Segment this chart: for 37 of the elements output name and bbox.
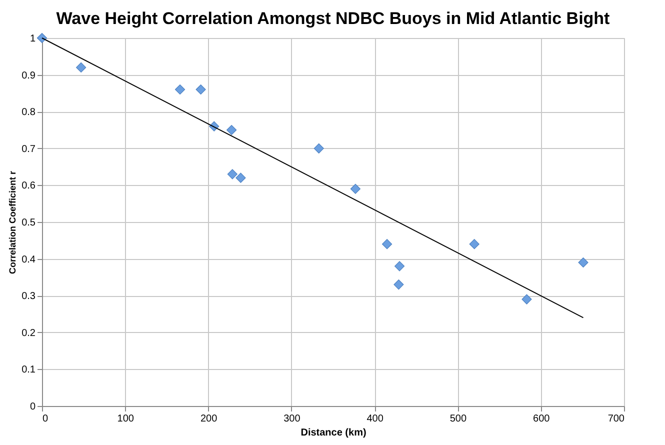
x-tick-label: 200 — [200, 414, 218, 424]
y-tick-label: 0.5 — [22, 218, 36, 228]
y-tick-label: 0.7 — [22, 144, 36, 155]
point — [227, 169, 238, 180]
point — [394, 280, 404, 290]
point — [236, 172, 246, 183]
point — [394, 261, 405, 272]
y-tick-label: 0.6 — [22, 180, 36, 192]
x-tick-label: 400 — [366, 414, 384, 424]
point — [469, 239, 480, 250]
y-tick-label: 1 — [30, 34, 36, 44]
x-tick-label: 300 — [284, 414, 301, 424]
x-tick-label: 100 — [117, 414, 134, 424]
y-tick-label: 0.4 — [22, 254, 36, 266]
point — [314, 143, 324, 154]
point — [522, 294, 532, 304]
x-tick-label: 700 — [608, 414, 625, 424]
point — [382, 239, 392, 250]
point — [196, 84, 206, 95]
x-tick-label: 500 — [450, 414, 467, 424]
y-axis-title: Correlation Coefficient r — [8, 170, 18, 274]
y-tick-label: 0.9 — [22, 70, 36, 82]
y-tick-label: 0.8 — [22, 107, 36, 118]
chart-title: Wave Height Correlation Amongst NDBC Buoys in Mid Atlantic Bight — [56, 9, 610, 28]
point — [174, 84, 186, 95]
point — [578, 257, 588, 268]
point — [350, 184, 360, 194]
x-tick-label: 600 — [533, 414, 550, 424]
x-tick-label: 0 — [42, 414, 48, 424]
y-tick-label: 0 — [30, 402, 36, 412]
y-tick-label: 0.3 — [22, 291, 36, 302]
x-axis-title: Distance (km) — [300, 428, 366, 438]
point — [226, 124, 237, 136]
point — [36, 32, 48, 44]
point — [76, 62, 86, 72]
y-tick-label: 0.1 — [22, 364, 36, 376]
y-tick-label: 0.2 — [22, 328, 36, 339]
